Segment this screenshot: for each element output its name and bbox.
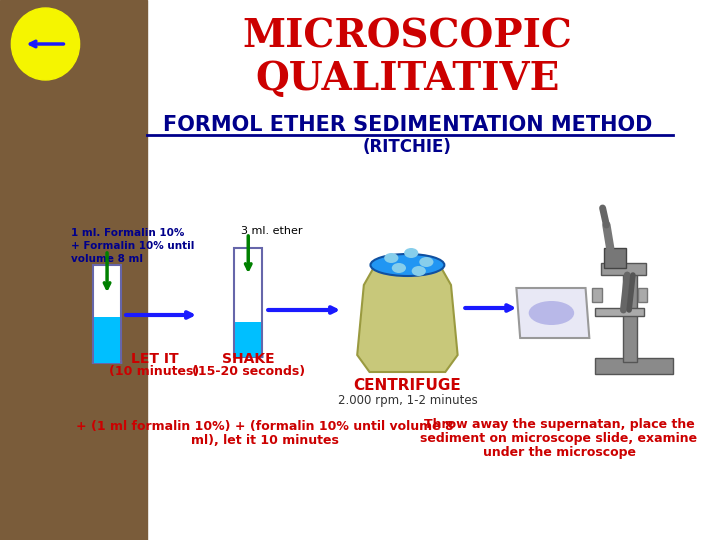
- Bar: [93, 265, 121, 363]
- Polygon shape: [516, 288, 590, 338]
- Bar: [234, 248, 263, 357]
- Bar: [595, 358, 672, 374]
- Text: 1 ml. Formalin 10%: 1 ml. Formalin 10%: [71, 228, 184, 238]
- Text: MICROSCOPIC: MICROSCOPIC: [243, 18, 572, 56]
- Text: LET IT: LET IT: [130, 352, 179, 366]
- Bar: [0, 0, 147, 540]
- Bar: [603, 248, 626, 268]
- Ellipse shape: [384, 253, 398, 263]
- Wedge shape: [235, 343, 261, 357]
- Text: under the microscope: under the microscope: [482, 446, 636, 459]
- Bar: [600, 263, 646, 275]
- Polygon shape: [357, 265, 458, 372]
- Circle shape: [12, 8, 80, 80]
- Bar: [595, 308, 644, 316]
- Text: volume 8 ml: volume 8 ml: [71, 254, 143, 264]
- Bar: [592, 288, 602, 302]
- Ellipse shape: [404, 248, 418, 258]
- Bar: [624, 265, 636, 362]
- Text: CENTRIFUGE: CENTRIFUGE: [354, 378, 462, 393]
- Text: ml), let it 10 minutes: ml), let it 10 minutes: [192, 434, 339, 447]
- Text: QUALITATIVE: QUALITATIVE: [255, 60, 559, 98]
- Text: + (1 ml formalin 10%) + (formalin 10% until volume 8: + (1 ml formalin 10%) + (formalin 10% un…: [76, 420, 454, 433]
- Ellipse shape: [528, 301, 574, 325]
- Bar: [235, 322, 261, 357]
- Ellipse shape: [419, 257, 433, 267]
- Text: Throw away the supernatan, place the: Throw away the supernatan, place the: [423, 418, 694, 431]
- Text: + Formalin 10% until: + Formalin 10% until: [71, 241, 194, 251]
- Text: (RITCHIE): (RITCHIE): [363, 138, 452, 156]
- Text: 2.000 rpm, 1-2 minutes: 2.000 rpm, 1-2 minutes: [338, 394, 477, 407]
- Bar: [638, 288, 647, 302]
- Text: (15-20 seconds): (15-20 seconds): [192, 365, 305, 378]
- Ellipse shape: [371, 254, 444, 276]
- Ellipse shape: [412, 266, 426, 276]
- Text: FORMOL ETHER SEDIMENTATION METHOD: FORMOL ETHER SEDIMENTATION METHOD: [163, 115, 652, 135]
- Wedge shape: [94, 349, 120, 363]
- Text: (10 minutes): (10 minutes): [109, 365, 199, 378]
- Text: SHAKE: SHAKE: [222, 352, 274, 366]
- Text: 3 ml. ether: 3 ml. ether: [240, 226, 302, 236]
- Text: sediment on microscope slide, examine: sediment on microscope slide, examine: [420, 432, 698, 445]
- Wedge shape: [234, 342, 263, 357]
- Wedge shape: [93, 348, 121, 363]
- Ellipse shape: [392, 263, 406, 273]
- Bar: [94, 317, 120, 363]
